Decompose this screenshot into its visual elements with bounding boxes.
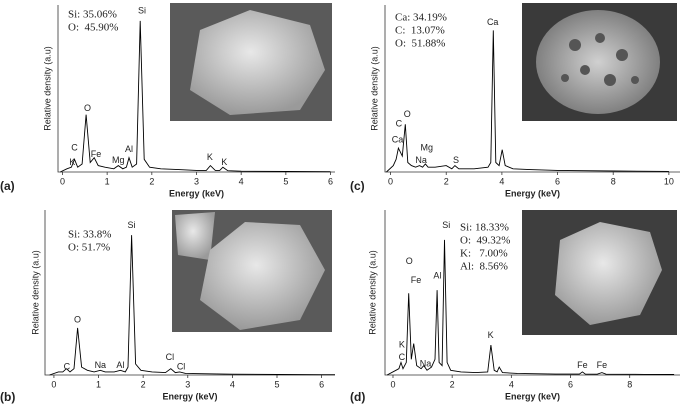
peak-label: O	[404, 109, 411, 119]
peak-label: Fe	[577, 360, 588, 370]
peak-label: Fe	[411, 275, 422, 285]
x-axis-label: Energy (keV)	[505, 188, 560, 198]
peak-label: Mg	[112, 155, 125, 165]
x-tick-label: 0	[60, 176, 65, 186]
x-tick-label: 4	[230, 379, 235, 389]
composition: Si: 18.33%	[460, 222, 509, 234]
composition: Si: 33.8%	[68, 229, 111, 241]
peak-label: Ca	[392, 135, 404, 145]
x-tick-label: 1	[105, 176, 110, 186]
composition: Al: 8.56%	[460, 261, 508, 273]
peak-label: Cl	[177, 362, 186, 372]
x-tick-label: 0	[388, 176, 393, 186]
axes	[57, 5, 335, 173]
axes	[384, 5, 680, 173]
x-tick-label: 10	[664, 176, 674, 186]
x-tick-label: 2	[149, 176, 154, 186]
peak-label: Fe	[597, 360, 608, 370]
x-tick-label: 4	[499, 176, 504, 186]
peak-label: C	[396, 119, 403, 129]
composition: K: 7.00%	[460, 248, 508, 260]
x-tick-label: 6	[319, 379, 324, 389]
y-axis-label: Relative density (a.u)	[367, 250, 377, 335]
x-tick-label: 0	[51, 379, 56, 389]
peak-label: Si	[442, 220, 450, 230]
peak-label: C	[71, 143, 78, 153]
x-tick-label: 5	[274, 379, 279, 389]
peak-label: Al	[116, 360, 124, 370]
peak-label: Na	[95, 360, 107, 370]
x-tick-label: 4	[239, 176, 244, 186]
sem-image	[170, 3, 332, 121]
peak-label: K	[69, 157, 75, 167]
peak-label: K	[399, 340, 405, 350]
peak-label: O	[406, 256, 413, 266]
peak-label: Na	[415, 155, 427, 165]
x-tick-label: 6	[568, 379, 573, 389]
peak-label: C	[399, 352, 406, 362]
peak-label: O	[74, 314, 81, 324]
x-tick-label: 3	[194, 176, 199, 186]
peak-label: K	[207, 152, 213, 162]
x-tick-label: 2	[141, 379, 146, 389]
x-tick-label: 3	[185, 379, 190, 389]
composition: O: 49.32%	[460, 235, 510, 247]
panel-label: (a)	[0, 179, 15, 193]
composition: Si: 35.06%	[68, 9, 117, 21]
composition: O: 45.90%	[68, 22, 118, 34]
y-axis-label: Relative density (a.u)	[30, 250, 40, 335]
panel-label: (b)	[0, 390, 15, 404]
spectrum-line	[60, 20, 331, 173]
composition: O: 51.7%	[68, 242, 110, 254]
axes	[44, 210, 335, 376]
peak-label: Fe	[91, 149, 102, 159]
peak-label: Na	[420, 358, 432, 368]
peak-label: Ca	[487, 17, 499, 27]
x-tick-label: 6	[328, 176, 333, 186]
peak-label: Al	[125, 144, 133, 154]
x-tick-label: 2	[444, 176, 449, 186]
sem-image	[522, 3, 677, 121]
x-axis-label: Energy (keV)	[169, 188, 224, 198]
composition: C: 13.07%	[395, 25, 445, 37]
x-tick-label: 8	[611, 176, 616, 186]
peak-label: Si	[128, 220, 136, 230]
x-axis-label: Energy (keV)	[505, 391, 560, 401]
spectrum-line	[386, 239, 675, 376]
axes	[384, 210, 680, 376]
x-tick-label: 1	[96, 379, 101, 389]
peak-label: Mg	[420, 143, 433, 153]
sem-image	[172, 210, 332, 332]
peak-label: S	[453, 155, 459, 165]
x-tick-label: 6	[555, 176, 560, 186]
panel-label: (c)	[350, 179, 365, 193]
peak-label: O	[84, 103, 91, 113]
spectrum-line	[386, 30, 669, 173]
spectrum-line	[49, 235, 335, 376]
x-axis-label: Energy (keV)	[162, 391, 217, 401]
composition: Ca: 34.19%	[395, 12, 447, 24]
x-tick-label: 4	[509, 379, 514, 389]
x-tick-label: 2	[450, 379, 455, 389]
y-axis-label: Relative density (a.u)	[42, 46, 52, 131]
peak-label: Si	[138, 6, 146, 16]
x-tick-label: 0	[390, 379, 395, 389]
composition: O: 51.88%	[395, 38, 445, 50]
peak-label: Cl	[166, 352, 175, 362]
x-tick-label: 5	[283, 176, 288, 186]
sem-image	[522, 210, 677, 335]
peak-label: K	[488, 330, 494, 340]
peak-label: Al	[433, 270, 441, 280]
peak-label: C	[64, 362, 71, 372]
y-axis-label: Relative density (a.u)	[369, 46, 379, 131]
peak-label: K	[221, 157, 227, 167]
panel-label: (d)	[350, 390, 365, 404]
x-tick-label: 8	[627, 379, 632, 389]
